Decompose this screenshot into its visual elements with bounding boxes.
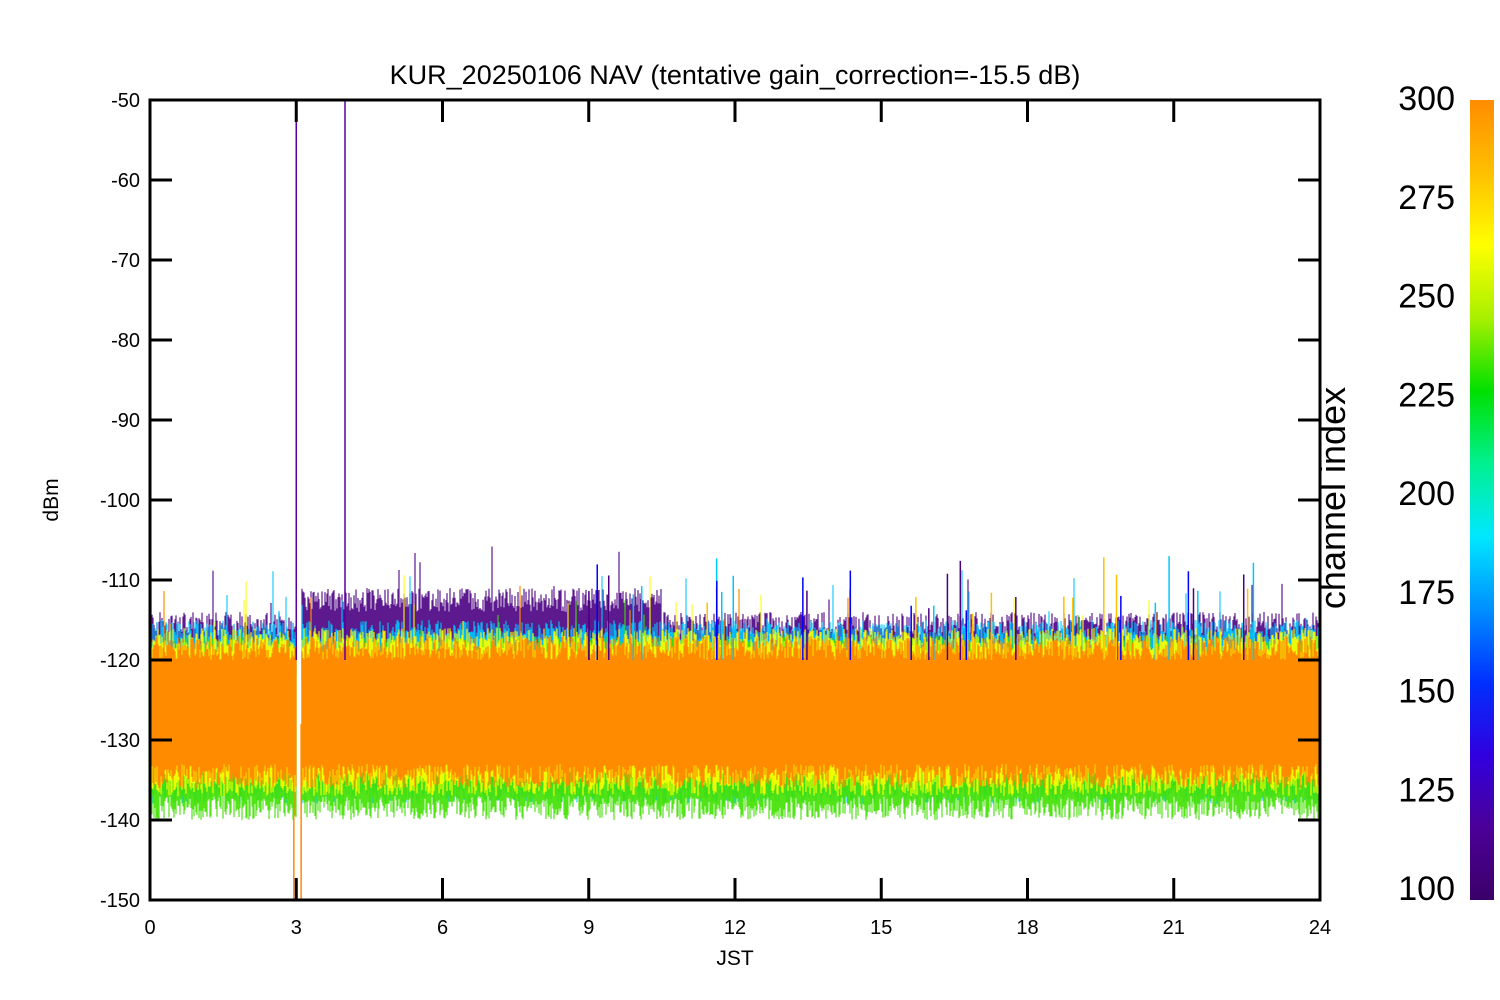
series-band <box>151 585 1320 788</box>
x-tick-label: 21 <box>1163 917 1185 939</box>
colorbar-tick-label: 250 <box>1398 278 1455 316</box>
colorbar-tick-label: 100 <box>1398 870 1455 908</box>
colorbar-label: channel index <box>1312 387 1353 609</box>
plot-area <box>151 100 1320 899</box>
colorbar-ticks: 300 275 250 225 200 175 150 125 100 <box>1398 80 1455 908</box>
y-tick-label: -100 <box>100 490 140 512</box>
x-axis: 0 3 6 9 12 15 18 21 24 <box>144 100 1331 939</box>
x-axis-label: JST <box>716 947 754 970</box>
colorbar-tick-label: 225 <box>1398 376 1455 414</box>
y-tick-label: -90 <box>111 410 140 432</box>
x-tick-label: 24 <box>1309 917 1331 939</box>
colorbar-tick-label: 125 <box>1398 771 1455 809</box>
x-tick-label: 3 <box>291 917 302 939</box>
colorbar-tick-label: 275 <box>1398 179 1455 217</box>
x-tick-label: 9 <box>583 917 594 939</box>
y-tick-label: -70 <box>111 250 140 272</box>
y-tick-label: -80 <box>111 330 140 352</box>
y-tick-label: -50 <box>111 90 140 112</box>
y-tick-label: -130 <box>100 730 140 752</box>
y-tick-label: -60 <box>111 170 140 192</box>
y-tick-label: -120 <box>100 650 140 672</box>
y-tick-label: -150 <box>100 890 140 912</box>
colorbar-tick-label: 175 <box>1398 574 1455 612</box>
y-axis-label: dBm <box>40 478 63 521</box>
x-tick-label: 12 <box>724 917 746 939</box>
chart-title: KUR_20250106 NAV (tentative gain_correct… <box>390 60 1081 90</box>
y-tick-label: -110 <box>101 570 140 592</box>
x-tick-label: 6 <box>437 917 448 939</box>
x-tick-label: 18 <box>1016 917 1038 939</box>
x-tick-label: 15 <box>870 917 892 939</box>
y-axis: -50 -60 -70 -80 -90 -100 -110 -120 -130 -140 -150 <box>100 90 1320 912</box>
colorbar-tick-label: 200 <box>1398 475 1455 513</box>
x-tick-label: 0 <box>144 917 155 939</box>
colorbar-tick-label: 150 <box>1398 673 1455 711</box>
colorbar-tick-label: 300 <box>1398 80 1455 118</box>
colorbar <box>1470 100 1494 900</box>
y-tick-label: -140 <box>100 810 140 832</box>
